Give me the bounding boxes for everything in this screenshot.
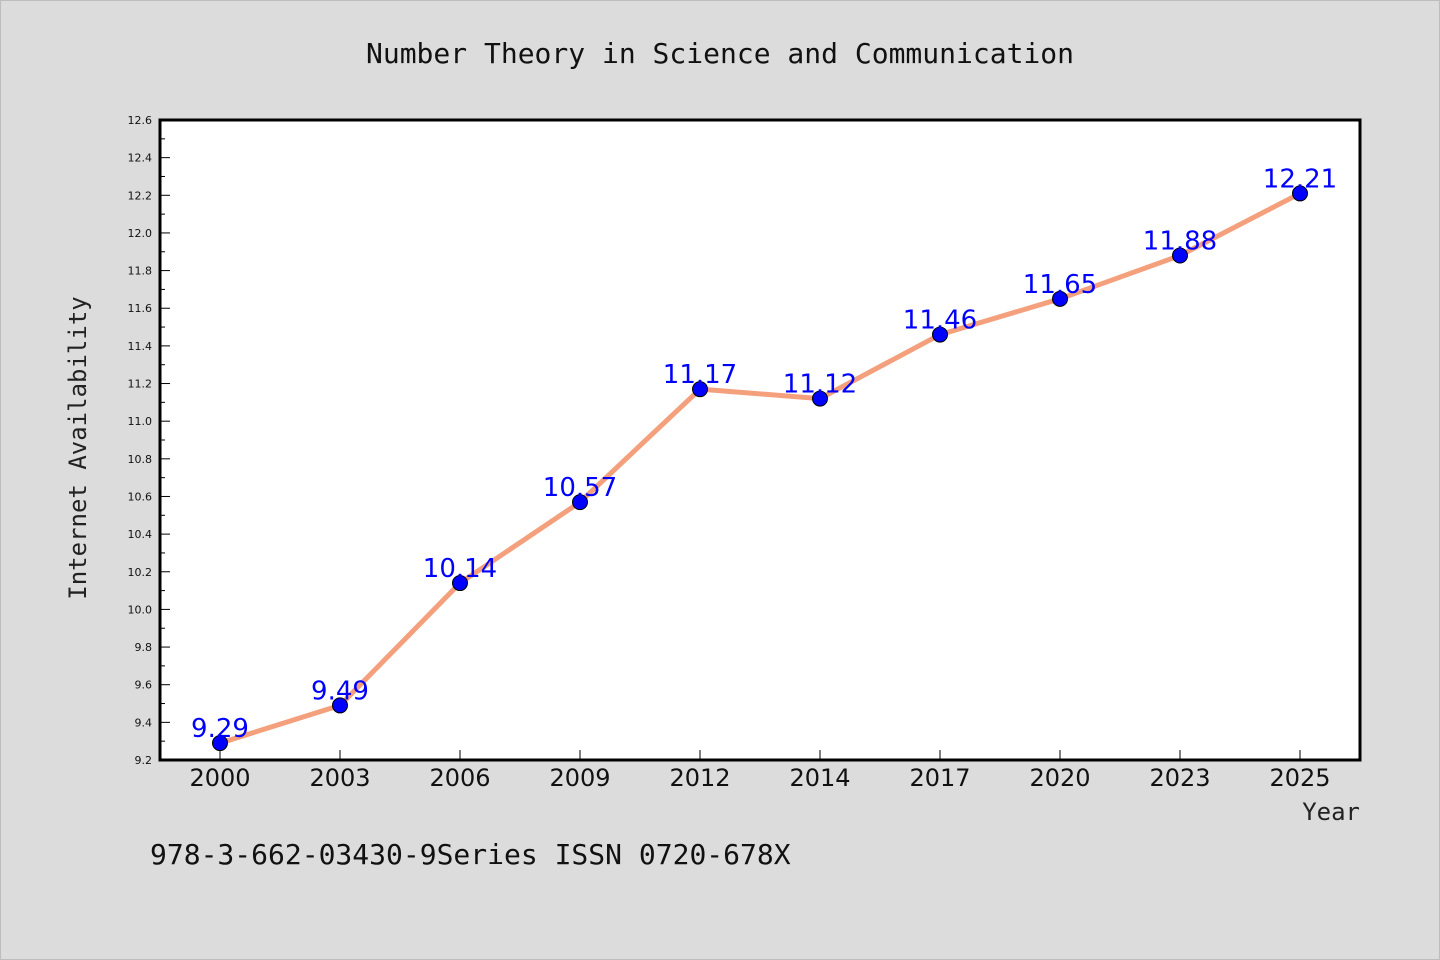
- x-tick-label: 2000: [189, 764, 250, 792]
- data-label: 11.12: [783, 370, 857, 400]
- y-axis-label: Internet Availability: [64, 296, 92, 599]
- y-tick-label: 10.0: [128, 603, 153, 616]
- chart-title: Number Theory in Science and Communicati…: [366, 37, 1074, 70]
- y-tick-label: 9.2: [135, 754, 153, 767]
- plot-area: [160, 120, 1360, 760]
- y-axis: 9.2 9.4 9.6 9.8 10.0 10.2 10.4 10.6 10.8 11.0 11.2…: [128, 114, 170, 767]
- x-tick-label: 2023: [1149, 764, 1210, 792]
- y-tick-label: 12.0: [128, 227, 153, 240]
- x-tick-label: 2020: [1029, 764, 1090, 792]
- x-tick-label: 2014: [789, 764, 850, 792]
- data-point: [572, 494, 588, 511]
- y-tick-label: 12.6: [128, 114, 153, 127]
- data-label: 12.21: [1263, 164, 1337, 194]
- y-tick-label: 9.4: [135, 716, 153, 729]
- data-label: 10.57: [543, 473, 617, 503]
- series-line: [217, 190, 1303, 746]
- data-label: 11.46: [903, 306, 977, 336]
- data-point: [452, 575, 468, 592]
- x-tick-label: 2006: [429, 764, 490, 792]
- x-tick-label: 2003: [309, 764, 370, 792]
- y-tick-label: 11.2: [128, 378, 153, 391]
- data-label: 10.14: [423, 554, 497, 584]
- x-tick-label: 2017: [909, 764, 970, 792]
- y-tick-label: 11.6: [128, 302, 153, 315]
- y-tick-label: 11.8: [128, 265, 153, 278]
- data-label: 11.65: [1023, 270, 1097, 300]
- data-label: 11.88: [1143, 227, 1217, 257]
- footer-text: 978-3-662-03430-9Series ISSN 0720-678X: [150, 838, 791, 871]
- y-tick-label: 9.8: [135, 641, 153, 654]
- x-tick-label: 2012: [669, 764, 730, 792]
- data-label: 11.17: [663, 360, 737, 390]
- y-tick-label: 10.2: [128, 566, 153, 579]
- data-label: 9.29: [191, 714, 249, 744]
- plot-frame: [158, 118, 1362, 762]
- y-tick-label: 10.6: [128, 490, 153, 503]
- x-tick-label: 2009: [549, 764, 610, 792]
- data-label: 9.49: [311, 676, 369, 706]
- data-label-group: 9.29 9.49 10.14 10.57 11.17 11.12 11.46 11.65 11…: [191, 164, 1337, 744]
- data-point: [812, 390, 828, 407]
- marker-group: [212, 185, 1308, 752]
- y-tick-label: 10.4: [128, 528, 153, 541]
- y-tick-label: 11.0: [128, 415, 153, 428]
- y-tick-label: 9.6: [135, 679, 153, 692]
- y-tick-label: 10.8: [128, 453, 153, 466]
- data-point: [692, 381, 708, 398]
- data-point: [932, 326, 948, 343]
- x-axis-label: Year: [1302, 798, 1360, 826]
- data-point: [1172, 247, 1188, 264]
- y-tick-label: 11.4: [128, 340, 153, 353]
- data-point: [1052, 290, 1068, 307]
- data-point: [332, 697, 348, 714]
- x-axis: 2000 2003 2006 2009 2012 2014 2017 2020 2023 2025: [189, 750, 1331, 792]
- data-point: [212, 735, 228, 752]
- series-line-group: [217, 190, 1303, 746]
- x-tick-label: 2025: [1269, 764, 1330, 792]
- y-tick-label: 12.4: [128, 152, 153, 165]
- data-point: [1292, 185, 1308, 202]
- y-tick-label: 12.2: [128, 189, 153, 202]
